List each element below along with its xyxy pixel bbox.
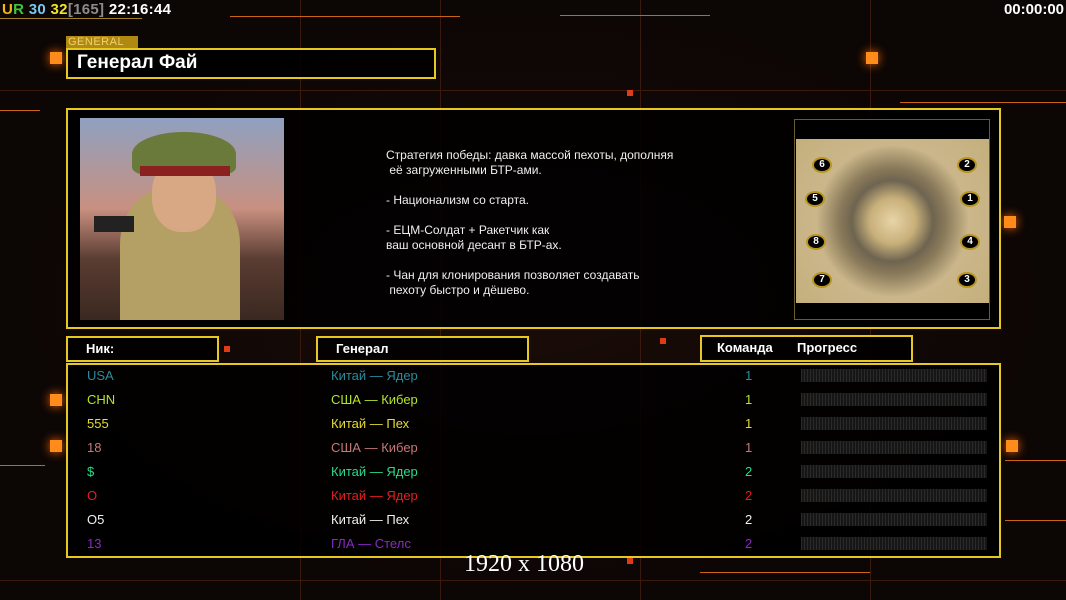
player-row: USA Китай — Ядер 1 (68, 364, 999, 388)
player-team: 1 (745, 416, 753, 431)
hud-n1: 30 (28, 1, 47, 18)
player-row: 555 Китай — Пех 1 (68, 412, 999, 436)
player-progress-bar (801, 441, 987, 454)
hud-clock: 22:16:44 (108, 1, 172, 18)
player-row: CHN США — Кибер 1 (68, 388, 999, 412)
start-position-4: 4 (960, 234, 980, 250)
player-row: 18 США — Кибер 1 (68, 436, 999, 460)
start-position-2: 2 (957, 157, 977, 173)
players-table: USA Китай — Ядер 1 CHN США — Кибер 1 555… (66, 363, 1001, 558)
player-general: Китай — Ядер (331, 464, 418, 479)
player-team: 2 (745, 512, 753, 527)
player-nick: $ (87, 464, 95, 479)
player-nick: USA (87, 368, 114, 383)
player-team: 2 (745, 488, 753, 503)
resolution-label: 1920 x 1080 (464, 551, 584, 577)
player-general: Китай — Ядер (331, 488, 418, 503)
player-general: ГЛА — Стелс (331, 536, 411, 551)
hud-prefix: UR (2, 1, 25, 18)
player-general: США — Кибер (331, 392, 418, 407)
player-progress-bar (801, 417, 987, 430)
general-portrait (80, 118, 284, 320)
player-progress-bar (801, 513, 987, 526)
player-team: 2 (745, 464, 753, 479)
general-name: Генерал Фай (77, 52, 198, 73)
team-progress-header: Команда Прогресс (700, 335, 913, 362)
player-team: 1 (745, 392, 753, 407)
player-row: O Китай — Ядер 2 (68, 484, 999, 508)
player-progress-bar (801, 393, 987, 406)
player-progress-bar (801, 489, 987, 502)
player-nick: 13 (87, 536, 102, 551)
player-row: $ Китай — Ядер 2 (68, 460, 999, 484)
player-row: O5 Китай — Пех 2 (68, 508, 999, 532)
hud-bracket: [165] (67, 1, 105, 18)
player-team: 2 (745, 536, 753, 551)
start-position-5: 5 (805, 191, 825, 207)
general-name-box: Генерал Фай (66, 48, 436, 79)
player-progress-bar (801, 465, 987, 478)
start-position-1: 1 (960, 191, 980, 207)
start-position-7: 7 (812, 272, 832, 288)
player-nick: O (87, 488, 98, 503)
hud-n2: 32 (50, 1, 68, 18)
nick-header: Ник: (66, 336, 219, 362)
player-progress-bar (801, 537, 987, 550)
general-description: Стратегия победы: давка массой пехоты, д… (386, 148, 674, 297)
map-preview: 6 2 5 1 8 4 7 3 (794, 119, 990, 320)
start-position-8: 8 (806, 234, 826, 250)
player-general: США — Кибер (331, 440, 418, 455)
game-timer: 00:00:00 (1003, 1, 1064, 18)
general-tab-label: GENERAL (66, 36, 138, 48)
team-header-label: Команда (717, 340, 773, 355)
player-progress-bar (801, 369, 987, 382)
player-team: 1 (745, 368, 753, 383)
player-team: 1 (745, 440, 753, 455)
player-nick: 555 (87, 416, 109, 431)
start-position-3: 3 (957, 272, 977, 288)
player-general: Китай — Пех (331, 416, 410, 431)
player-nick: CHN (87, 392, 116, 407)
player-general: Китай — Пех (331, 512, 410, 527)
player-general: Китай — Ядер (331, 368, 418, 383)
player-nick: 18 (87, 440, 102, 455)
general-header: Генерал (316, 336, 529, 362)
player-row: 13 ГЛА — Стелс 2 (68, 532, 999, 556)
start-position-6: 6 (812, 157, 832, 173)
hud-stats: UR 30 32[165] 22:16:44 (2, 1, 171, 18)
nick-header-label: Ник: (86, 341, 115, 356)
progress-header-label: Прогресс (797, 340, 858, 355)
general-header-label: Генерал (336, 341, 389, 356)
player-nick: O5 (87, 512, 105, 527)
